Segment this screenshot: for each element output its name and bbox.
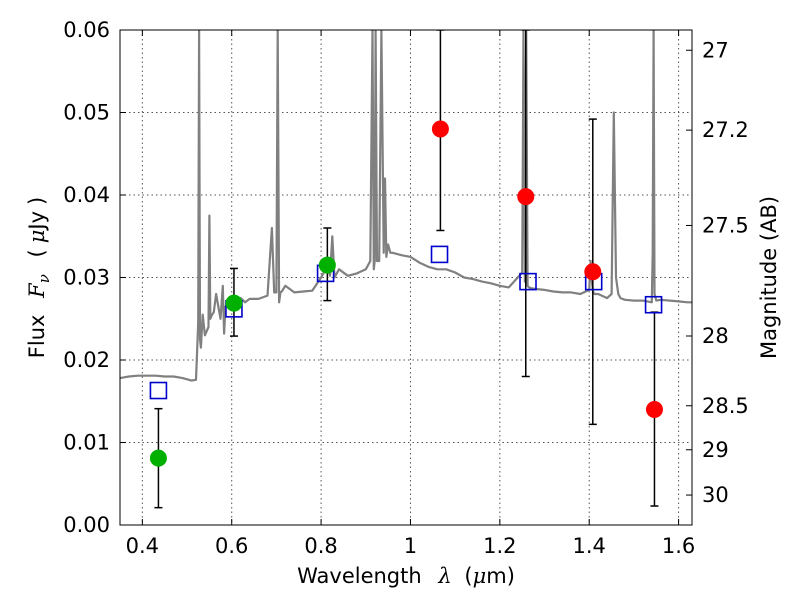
mag-tick-label: 27.2	[702, 118, 749, 142]
y-label-units-mu: μ	[25, 230, 49, 244]
y-tick-label: 0.02	[63, 348, 110, 372]
grid	[120, 29, 692, 526]
mag-tick-label: 28.5	[702, 394, 749, 418]
mag-tick-label: 30	[702, 483, 729, 507]
observed-flux-point	[645, 401, 663, 418]
y-tick-label: 0.03	[63, 266, 110, 290]
model-flux-square	[644, 295, 663, 314]
mag-tick-label: 29	[702, 438, 729, 462]
y-tick-label: 0.01	[63, 431, 110, 455]
x-axis-label: Wavelength λ (μm)	[297, 564, 515, 588]
x-tick-label: 0.8	[304, 534, 337, 558]
spectrum-series	[120, 30, 692, 382]
x-tick-label: 1.6	[662, 534, 695, 558]
y-tick-label: 0.04	[63, 183, 110, 207]
y-label-prefix: Flux	[25, 315, 49, 359]
error-bars	[154, 30, 659, 509]
observed-flux-point	[517, 188, 535, 206]
observed-flux-point	[431, 120, 449, 138]
x-tick-label: 1.4	[573, 534, 606, 558]
y-tick-label: 0.06	[63, 18, 110, 42]
markers	[149, 120, 663, 467]
plot-area	[120, 30, 692, 509]
y-tick-label: 0.00	[63, 513, 110, 537]
mag-tick-label: 27.5	[702, 213, 749, 237]
x-label-units-rest: m)	[486, 564, 515, 588]
y-label-subscript: ν	[35, 274, 53, 283]
y-label-symbol: F	[25, 282, 49, 299]
y-label-units-open: (	[25, 249, 49, 257]
observed-flux-point	[149, 449, 167, 467]
y-label-units-rest: Jy	[25, 211, 49, 232]
y2-axis-label: Magnitude (AB)	[757, 196, 781, 359]
x-tick-label: 1	[404, 534, 417, 558]
x-label-units-mu: μ	[473, 564, 487, 588]
y-axis-label: Flux Fν ( μJy)	[25, 197, 54, 358]
tick-labels: 0.4 0.6 0.8 1 1.2 1.4 1.6 0.00 0.01 0.02 0.03 0.04 0…	[63, 18, 749, 558]
x-tick-label: 0.6	[215, 534, 248, 558]
y-tick-label: 0.05	[63, 101, 110, 125]
spectrum-line	[120, 30, 692, 382]
model-flux-square	[430, 245, 449, 264]
x-tick-label: 0.4	[126, 534, 159, 558]
observed-flux-point	[225, 294, 243, 312]
model-flux-square	[149, 381, 168, 400]
mag-tick-label: 27	[702, 38, 729, 62]
ticks	[120, 29, 692, 526]
mag-tick-label: 28	[702, 324, 729, 348]
x-label-symbol: λ	[437, 564, 451, 588]
observed-flux-point	[318, 256, 336, 274]
x-tick-label: 1.2	[483, 534, 516, 558]
observed-flux-point	[584, 263, 602, 281]
x-label-prefix: Wavelength	[297, 564, 422, 588]
x-label-units-open: (	[464, 564, 472, 588]
model-flux-square	[519, 272, 537, 291]
y-label-units-close: )	[25, 197, 49, 205]
